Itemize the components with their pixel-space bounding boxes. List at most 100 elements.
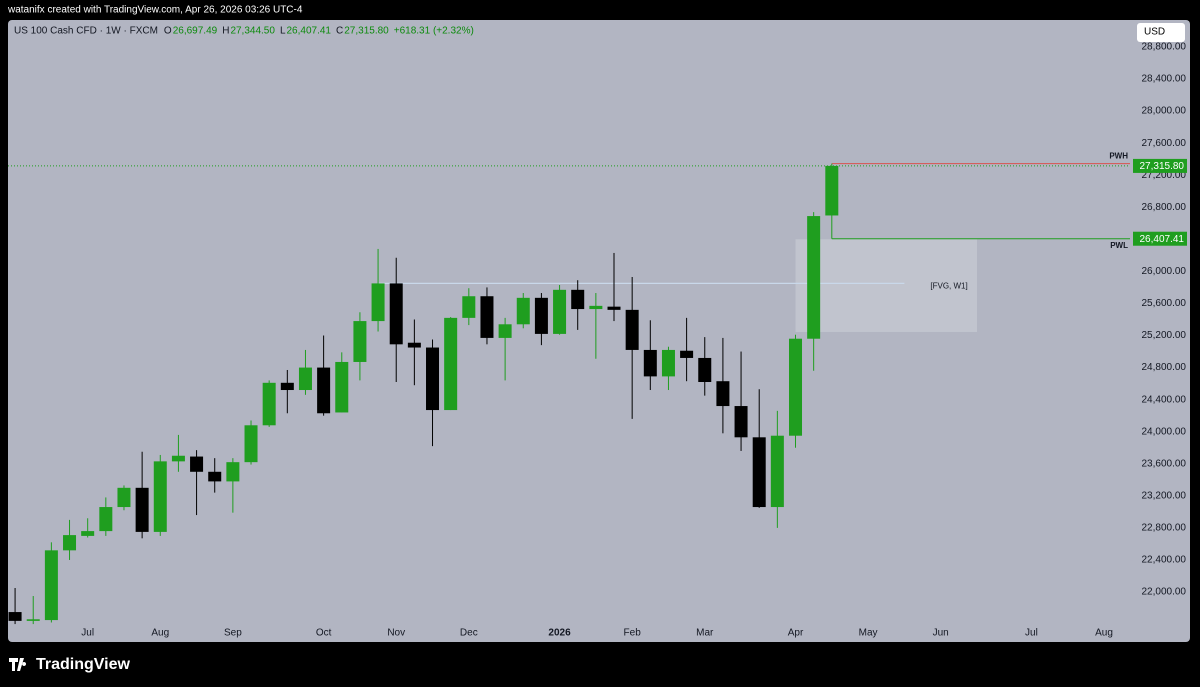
candle-body: [770, 435, 784, 508]
ohlc-key: C: [336, 26, 343, 37]
candle-body: [171, 455, 185, 462]
candle-body: [389, 283, 403, 345]
y-tick-label: 25,600.00: [1142, 298, 1187, 309]
candle-body: [553, 289, 567, 334]
candle-body: [661, 349, 675, 377]
price-tag: [1133, 231, 1187, 246]
candle-body: [698, 357, 712, 383]
candle-body: [335, 361, 349, 413]
x-tick-label: Aug: [1095, 628, 1113, 639]
candle-body: [625, 309, 639, 350]
price-tag-label: 27,315.80: [1140, 161, 1185, 172]
attribution: watanifx created with TradingView.com, A…: [7, 5, 303, 16]
x-tick-label: Sep: [224, 628, 242, 639]
ohlc-key: O: [164, 26, 172, 37]
x-tick-label: Aug: [151, 628, 169, 639]
candle-body: [26, 619, 40, 621]
level-label: PWH: [1109, 152, 1128, 161]
x-tick-label: Feb: [624, 628, 642, 639]
x-tick-label: Jun: [933, 628, 949, 639]
y-tick-label: 26,800.00: [1142, 202, 1187, 213]
candle-body: [117, 487, 131, 508]
candle-body: [280, 382, 294, 391]
candle-body: [534, 297, 548, 334]
candle-body: [226, 462, 240, 482]
x-tick-label: May: [859, 628, 878, 639]
x-tick-label: Jul: [81, 628, 94, 639]
candle-body: [262, 382, 276, 426]
x-tick-label: Jul: [1025, 628, 1038, 639]
candle-body: [317, 367, 331, 414]
brand: TradingView: [36, 656, 131, 673]
candle-body: [789, 338, 803, 436]
x-tick-label: Nov: [387, 628, 405, 639]
change: +618.31 (+2.32%): [394, 26, 474, 37]
y-tick-label: 28,400.00: [1142, 74, 1187, 85]
y-tick-label: 24,000.00: [1142, 426, 1187, 437]
candle-body: [407, 342, 421, 348]
candle-body: [153, 461, 167, 532]
candle-body: [63, 535, 77, 551]
y-tick-label: 26,000.00: [1142, 266, 1187, 277]
candle-body: [734, 406, 748, 438]
candle-body: [716, 381, 730, 407]
candle-body: [807, 216, 821, 339]
candle-body: [480, 296, 494, 338]
ohlc-value: 27,315.80: [344, 26, 389, 37]
candle-body: [825, 165, 839, 216]
currency[interactable]: USD: [1144, 27, 1165, 38]
candle-body: [571, 289, 585, 310]
x-tick-label: Apr: [788, 628, 804, 639]
x-tick-label: Oct: [316, 628, 332, 639]
candle-body: [99, 507, 113, 532]
candle-body: [589, 305, 603, 310]
currency-box[interactable]: [1137, 23, 1185, 42]
candle-body: [643, 349, 657, 377]
candle-body: [516, 297, 530, 325]
ohlc-value: 26,407.41: [287, 26, 332, 37]
y-tick-label: 23,200.00: [1142, 490, 1187, 501]
candle-body: [353, 321, 367, 362]
candle-body: [680, 350, 694, 358]
candle-body: [752, 437, 766, 508]
candle-body: [462, 296, 476, 318]
panel: [8, 20, 1190, 642]
price-tag-label: 26,407.41: [1140, 234, 1185, 245]
logo: [9, 658, 27, 671]
y-tick-label: 28,000.00: [1142, 106, 1187, 117]
y-tick-label: 22,800.00: [1142, 523, 1187, 534]
y-tick-label: 24,800.00: [1142, 362, 1187, 373]
candle-body: [426, 347, 440, 411]
ohlc-key: H: [222, 26, 229, 37]
header: US 100 Cash CFD · 1W · FXCM O 26,697.49 H 27…: [14, 26, 474, 37]
candle-body: [444, 317, 458, 411]
candle-body: [44, 550, 58, 621]
y-tick-label: 27,600.00: [1142, 138, 1187, 149]
candle-body: [371, 283, 385, 322]
candle-body: [244, 425, 258, 463]
fvg-zone: [795, 239, 977, 332]
y-tick-label: 25,200.00: [1142, 330, 1187, 341]
price-tag: [1133, 158, 1187, 173]
y-tick-label: 24,400.00: [1142, 394, 1187, 405]
candle-body: [208, 471, 222, 482]
candle-body: [81, 531, 95, 536]
fvg-label: [FVG, W1]: [930, 282, 967, 291]
level-label: PWL: [1110, 241, 1128, 250]
candle-body: [298, 367, 312, 391]
y-tick-label: 22,000.00: [1142, 587, 1187, 598]
x-tick-label: Dec: [460, 628, 478, 639]
candle-body: [607, 306, 621, 310]
ohlc-value: 26,697.49: [173, 26, 218, 37]
y-tick-label: 22,400.00: [1142, 555, 1187, 566]
y-tick-label: 28,800.00: [1142, 42, 1187, 53]
chart-title: US 100 Cash CFD · 1W · FXCM: [14, 26, 158, 37]
candle-body: [135, 487, 149, 532]
candle-body: [190, 456, 204, 472]
y-tick-label: 23,600.00: [1142, 458, 1187, 469]
candle-body: [498, 324, 512, 338]
y-tick-label: 27,200.00: [1142, 170, 1187, 181]
ohlc-value: 27,344.50: [230, 26, 275, 37]
ohlc-key: L: [280, 26, 286, 37]
